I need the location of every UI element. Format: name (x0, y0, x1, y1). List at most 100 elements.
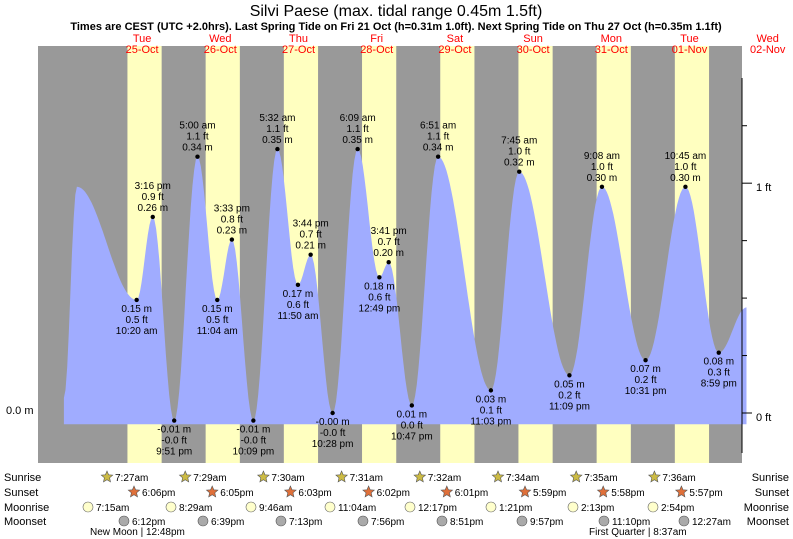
tide-point (488, 388, 494, 393)
tide-label: 0.17 m (283, 289, 314, 300)
tide-label: 8:59 pm (701, 379, 737, 390)
moonrise-icon (567, 501, 579, 513)
tide-label: 0.26 m (137, 203, 168, 214)
tide-label: 12:49 pm (359, 303, 401, 314)
tide-label: 3:16 pm (135, 181, 171, 192)
moonset-icon (197, 515, 209, 527)
tide-label: 0.6 ft (368, 292, 390, 303)
tide-label: 11:04 am (197, 326, 238, 337)
tide-point (150, 214, 155, 220)
sunrise-time: 7:27am (115, 473, 148, 484)
tide-label: 0.35 m (262, 135, 293, 146)
sunrise-time: 7:35am (584, 473, 617, 484)
tide-point (295, 282, 301, 288)
tide-label: 0.18 m (364, 281, 395, 292)
sunrise-icon (647, 470, 661, 483)
tide-point (435, 154, 441, 159)
day-label-date: 31-Oct (595, 44, 628, 56)
moonset-icon (275, 515, 287, 527)
tide-label: 10:09 pm (233, 447, 275, 458)
moonset-time: 7:13pm (289, 517, 322, 528)
day-label-date: 27-Oct (282, 44, 315, 56)
moonrise-time: 2:54pm (661, 503, 694, 514)
tide-label: 0.1 ft (480, 405, 502, 416)
sunset-icon (205, 485, 219, 498)
astro-row-label-right: Moonrise (744, 502, 789, 514)
moonset-time: 7:56pm (371, 517, 404, 528)
tide-point (251, 418, 256, 423)
tide-label: 0.34 m (182, 143, 213, 154)
tide-label: 0.30 m (587, 173, 618, 184)
tide-point (308, 252, 313, 257)
sunrise-icon (569, 470, 583, 483)
tide-label: 0.03 m (476, 394, 507, 405)
moonset-icon (678, 515, 690, 527)
sunrise-icon (256, 470, 270, 483)
tide-label: 0.0 ft (401, 420, 423, 431)
moonset-icon (118, 515, 130, 527)
sunrise-icon (100, 470, 114, 483)
tide-point (599, 184, 605, 189)
tide-label: 0.21 m (295, 241, 326, 252)
tide-label: 0.07 m (630, 364, 661, 375)
sunset-icon (674, 485, 688, 498)
sunset-time: 6:01pm (455, 488, 488, 499)
moonset-time: 12:27am (692, 517, 731, 528)
sunset-time: 6:02pm (377, 488, 410, 499)
tide-label: 3:44 pm (293, 219, 329, 230)
tide-label: 0.15 m (121, 304, 152, 315)
tide-label: 5:32 am (259, 113, 295, 124)
moonset-icon (598, 515, 610, 527)
moonrise-time: 9:46am (259, 503, 292, 514)
sunset-time: 5:59pm (533, 488, 566, 499)
tide-point (386, 260, 391, 265)
day-label-dow: Thu (289, 33, 308, 45)
tide-label: 11:50 am (277, 311, 318, 322)
astro-row-label-right: Sunrise (752, 472, 789, 484)
sunset-time: 5:58pm (611, 488, 644, 499)
day-label-date: 28-Oct (360, 44, 393, 56)
sunrise-time: 7:31am (350, 473, 383, 484)
day-label-dow: Wed (209, 33, 231, 45)
moonrise-icon (245, 501, 257, 513)
sunset-icon (127, 485, 141, 498)
tide-label: 0.30 m (670, 173, 701, 184)
tide-point (567, 373, 572, 378)
tide-label: 0.7 ft (300, 230, 322, 241)
sunrise-time: 7:36am (662, 473, 695, 484)
astro-row-label-left: Moonrise (4, 502, 49, 514)
moonset-icon (436, 515, 448, 527)
day-label-date: 26-Oct (204, 44, 237, 56)
day-label-dow: Tue (680, 33, 699, 45)
day-label-date: 02-Nov (750, 44, 786, 56)
tide-label: -0.0 ft (241, 436, 267, 447)
moonset-time: 8:51pm (450, 517, 483, 528)
day-label-dow: Tue (133, 33, 152, 45)
moonrise-icon (404, 501, 416, 513)
tide-label: 0.20 m (373, 248, 404, 259)
y-axis-right-label: 0 ft (756, 412, 771, 424)
tide-label: 5:00 am (179, 121, 215, 132)
tide-label: 1.1 ft (266, 124, 288, 135)
tide-label: -0.01 m (157, 425, 191, 436)
y-axis-right-label: 1 ft (756, 182, 771, 194)
day-label-dow: Sun (523, 33, 543, 45)
moonrise-time: 12:17pm (418, 503, 457, 514)
tide-label: 0.5 ft (126, 315, 148, 326)
moonrise-time: 8:29am (179, 503, 212, 514)
tide-area (63, 149, 747, 425)
tide-label: 0.5 ft (206, 315, 228, 326)
tide-point (275, 146, 280, 152)
sunset-time: 5:57pm (689, 488, 722, 499)
sunset-time: 6:05pm (220, 488, 253, 499)
sunset-time: 6:06pm (142, 488, 175, 499)
tide-label: 0.01 m (397, 409, 428, 420)
tide-label: 10:47 pm (391, 431, 433, 442)
tide-label: 0.35 m (342, 135, 373, 146)
tide-point (215, 297, 220, 303)
tide-point (195, 154, 200, 159)
astro-row-label-left: Moonset (4, 516, 46, 528)
tide-point (683, 184, 688, 189)
tide-point (171, 418, 177, 423)
tide-label: 0.23 m (217, 226, 248, 237)
